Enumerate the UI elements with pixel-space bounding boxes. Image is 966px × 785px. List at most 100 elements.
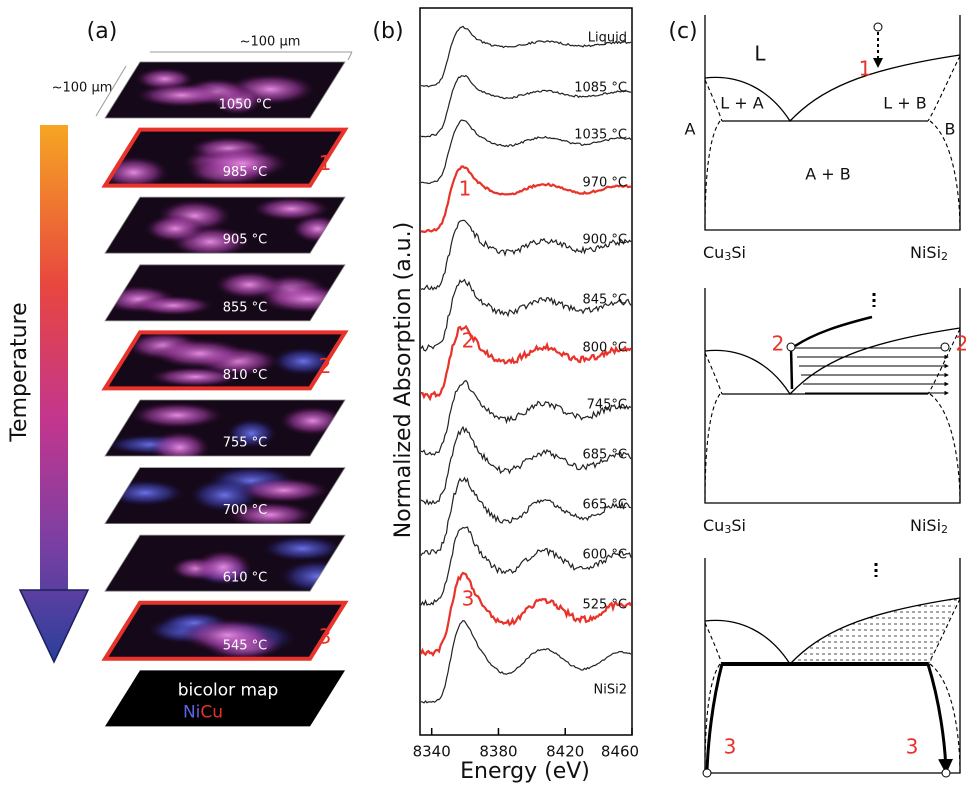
temperature-label: 985 °C	[223, 165, 268, 180]
region-label: L	[754, 42, 766, 66]
axis-label: Energy (eV)	[460, 759, 590, 784]
map-blob	[291, 214, 344, 244]
region-label: B	[945, 120, 956, 139]
map-blob	[196, 147, 289, 180]
compound-part: Si	[731, 516, 746, 535]
step-marker: 1	[319, 151, 332, 175]
compound-part: Cu	[703, 516, 724, 535]
start-point	[873, 22, 883, 32]
phase-diagram: L L + A L + B A B A + B 1 Cu3Si NiSi2	[685, 15, 961, 264]
solidus	[704, 55, 961, 231]
map-blob	[149, 430, 211, 456]
spectrum	[420, 425, 632, 506]
spectrum	[420, 74, 632, 138]
map-blobs	[170, 535, 345, 592]
step-marker: 1	[459, 177, 472, 201]
region-label: L + B	[883, 94, 926, 113]
spectrum	[420, 165, 632, 234]
temperature-label: 545 °C	[223, 638, 268, 653]
map-blob	[151, 338, 249, 369]
step-marker: 2	[319, 354, 332, 378]
map-blob	[130, 402, 224, 429]
spectrum-label: 970 °C	[582, 176, 627, 191]
spectrum-label: NiSi2	[594, 683, 627, 698]
step-marker: 1	[859, 57, 872, 81]
region-label: A + B	[805, 165, 851, 184]
bicolor-tile	[105, 670, 345, 727]
legend-ni: Ni	[183, 702, 200, 722]
region-label: A	[685, 120, 696, 139]
spectrum-label: 685 °C	[582, 448, 627, 463]
spectrum	[420, 476, 632, 556]
map-border	[104, 61, 346, 119]
step-marker: 2	[462, 329, 475, 353]
solidus	[704, 598, 961, 774]
spectrum	[420, 219, 632, 291]
spectrum	[421, 324, 632, 402]
frame	[704, 288, 961, 504]
spectrum-label: Liquid	[588, 31, 627, 46]
spectrum-label: 1085 °C	[574, 81, 627, 96]
spectrum-label: 1035 °C	[574, 128, 627, 143]
map-border	[104, 196, 346, 254]
map-blobs	[135, 67, 317, 116]
spectrum	[420, 620, 632, 704]
map-tile: 700 °C	[104, 467, 346, 524]
spectrum-label: 845 °C	[582, 293, 627, 308]
map-border	[104, 264, 346, 322]
temperature-label: 855 °C	[223, 300, 268, 315]
step-marker: 3	[906, 735, 919, 759]
map-blobs	[105, 467, 330, 524]
map-tile: 610 °C	[104, 534, 346, 592]
temperature-label: 905 °C	[223, 233, 268, 248]
map-tile: 905 °C	[104, 196, 346, 254]
step-marker: 2	[772, 332, 785, 356]
map-tile: 985 °C 1	[101, 127, 349, 188]
step-marker: 2	[956, 332, 966, 356]
axis-label: Temperature	[7, 302, 32, 442]
frame	[704, 558, 961, 774]
point	[940, 342, 950, 352]
compound-part: 2	[941, 523, 948, 536]
axis-label: Normalized Absorption (a.u.)	[391, 222, 416, 538]
temperature-arrow-head	[18, 589, 90, 664]
map-blob	[226, 418, 278, 449]
legend-cu: Cu	[200, 702, 223, 722]
compound-part: 2	[941, 250, 948, 263]
spectrum-label: 665 °C	[582, 498, 627, 513]
panel-a: (a) ~100 μm ~100 μm Temperature 1050 °C 9…	[7, 19, 353, 727]
compound-label: NiSi2	[910, 243, 948, 264]
path-arrow	[705, 663, 946, 771]
bicolor-title: bicolor map	[178, 680, 279, 700]
map-blobs	[106, 402, 345, 456]
path-arrow	[789, 315, 873, 390]
map-tile: 810 °C 2	[101, 330, 349, 391]
point	[786, 342, 796, 352]
panel-label: (c)	[668, 19, 697, 44]
map-blob	[237, 477, 330, 503]
map-border	[101, 600, 349, 661]
map-border	[104, 534, 346, 592]
dimension-label: ~100 μm	[52, 81, 113, 96]
x-tick-label: 8420	[546, 743, 584, 761]
temperature-label: 755 °C	[223, 436, 268, 451]
panel-b: (b) Normalized Absorption (a.u.) Energy …	[372, 7, 639, 784]
map-tile: 855 °C	[104, 264, 346, 322]
spectrum-label: 800 °C	[582, 341, 627, 356]
compound-part: NiSi	[910, 516, 941, 535]
spectrum	[420, 526, 632, 607]
liquidus	[704, 327, 961, 396]
frame	[704, 15, 961, 231]
temperature-arrow	[40, 125, 68, 591]
point	[941, 768, 951, 778]
point	[702, 768, 712, 778]
map-blob	[144, 214, 207, 243]
map-blob	[226, 501, 315, 524]
spectrum-label: 900 °C	[582, 233, 627, 248]
x-tick-label: 8340	[413, 743, 451, 761]
map-blob	[262, 535, 343, 562]
map-blob	[257, 284, 345, 314]
map-border	[104, 399, 346, 457]
